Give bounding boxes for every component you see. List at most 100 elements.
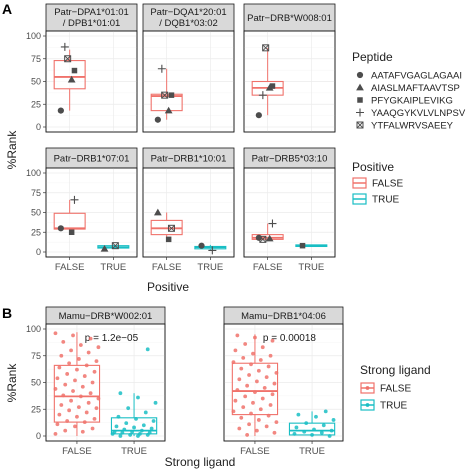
data-point-triangle (265, 234, 274, 242)
data-point (272, 430, 277, 435)
facet-border (142, 167, 235, 258)
data-point (294, 425, 299, 430)
data-point (268, 353, 273, 358)
data-point (331, 418, 336, 422)
box-false (231, 333, 279, 437)
data-point (270, 338, 275, 343)
data-point (245, 433, 250, 437)
data-point-plus-glyph (157, 64, 166, 73)
data-point-plus (60, 42, 69, 51)
facet-border (223, 323, 344, 442)
facet-title: Patr−DRB*W008:01 (247, 13, 332, 24)
box-true (97, 242, 130, 252)
data-point-boxx (262, 44, 270, 52)
y-tick-label: 50 (31, 77, 41, 87)
data-point-circle-glyph (154, 116, 161, 123)
data-point (78, 343, 83, 347)
data-point-triangle (153, 208, 162, 216)
box-iqr (231, 362, 279, 416)
data-point (96, 396, 101, 401)
data-point (141, 423, 146, 428)
data-point (73, 424, 77, 429)
legend-point-key (365, 403, 370, 407)
data-point-triangle (67, 75, 76, 83)
data-point (249, 411, 253, 416)
square-icon (357, 97, 363, 103)
data-point-plus-glyph (70, 195, 79, 204)
peptide-legend-title: Peptide (352, 50, 393, 64)
data-point (80, 429, 85, 434)
data-point-boxx-glyph (262, 44, 270, 52)
data-point (245, 383, 250, 388)
data-point (241, 355, 246, 360)
data-point-boxx-glyph (64, 55, 72, 63)
data-point (247, 422, 251, 427)
panel-a-tag: A (2, 1, 12, 17)
data-point-boxx-cross (161, 91, 168, 99)
data-point (260, 345, 265, 350)
legend-point-key (365, 386, 370, 390)
data-point (143, 410, 148, 415)
panel-b-ylabel: %Rank (5, 363, 19, 403)
data-point (86, 400, 91, 405)
facet-title: Patr−DRB5*03:10 (252, 154, 328, 165)
data-point-boxx (111, 242, 119, 250)
data-point-circle (198, 242, 205, 249)
peptide-legend-label: YTFALWRVSAEEY (371, 121, 454, 132)
data-point (247, 373, 251, 377)
box-false (251, 219, 284, 243)
data-point-boxx (259, 235, 267, 243)
box-false (150, 64, 183, 123)
data-point-square-glyph (299, 242, 306, 249)
data-point-boxx-glyph (167, 224, 175, 232)
x-tick-label: FALSE (152, 262, 182, 273)
data-point (63, 382, 68, 387)
data-point (86, 350, 91, 355)
peptide-legend-item: YAAQGYKVLVLNPSV (356, 108, 466, 119)
data-point (321, 423, 326, 428)
data-point-plus (157, 64, 166, 73)
y-tick-label: 100 (26, 324, 41, 334)
data-point (253, 390, 257, 395)
data-point-boxx-glyph (161, 91, 169, 99)
data-point-square (71, 67, 78, 74)
data-point (55, 376, 60, 381)
facet-title: / DPB1*01:01 (63, 18, 121, 29)
y-tick-label: 100 (26, 31, 41, 41)
facet-b-2: Mamu−DRB1*04:06 FALSE TRUE p = 0.00018 (223, 306, 344, 457)
x-tick-label: FALSE (62, 446, 92, 457)
box-false (251, 44, 284, 119)
data-point (120, 430, 125, 435)
data-point-triangle-glyph (164, 106, 173, 114)
box-true (288, 409, 336, 438)
panel-a-xlabel: Positive (147, 280, 189, 294)
data-point (147, 430, 152, 435)
data-point (296, 412, 301, 417)
data-point (302, 429, 307, 434)
data-point (59, 353, 64, 358)
data-point-square-glyph (165, 236, 172, 243)
data-point-circle (57, 107, 64, 114)
facet-strip (45, 3, 138, 32)
positive-legend-item: TRUE (352, 193, 400, 206)
data-point (270, 392, 275, 397)
data-point (126, 406, 131, 411)
positive-legend-label: FALSE (372, 179, 403, 190)
x-tick-label: FALSE (253, 262, 283, 273)
data-point-boxx-cross (262, 44, 269, 52)
facet-title: Patr−DRB1*07:01 (54, 154, 130, 165)
facet-a-6: Patr−DRB5*03:10 FALSE TRUE (243, 147, 336, 273)
box-true (110, 347, 158, 438)
data-point (254, 379, 259, 384)
data-point (76, 405, 81, 410)
data-point-circle (255, 112, 262, 119)
p-value-annotation: p = 0.00018 (263, 333, 317, 344)
data-point-boxx-cross (64, 55, 71, 63)
data-point (268, 403, 273, 407)
data-point-boxx-cross (168, 224, 175, 232)
data-point (319, 430, 324, 435)
data-point (88, 391, 93, 396)
box-iqr (53, 60, 86, 90)
facet-a-1: Patr−DPA1*01:01/ DPB1*01:01 0 25 50 75 100 (26, 3, 138, 133)
y-tick-label: 75 (31, 54, 41, 64)
